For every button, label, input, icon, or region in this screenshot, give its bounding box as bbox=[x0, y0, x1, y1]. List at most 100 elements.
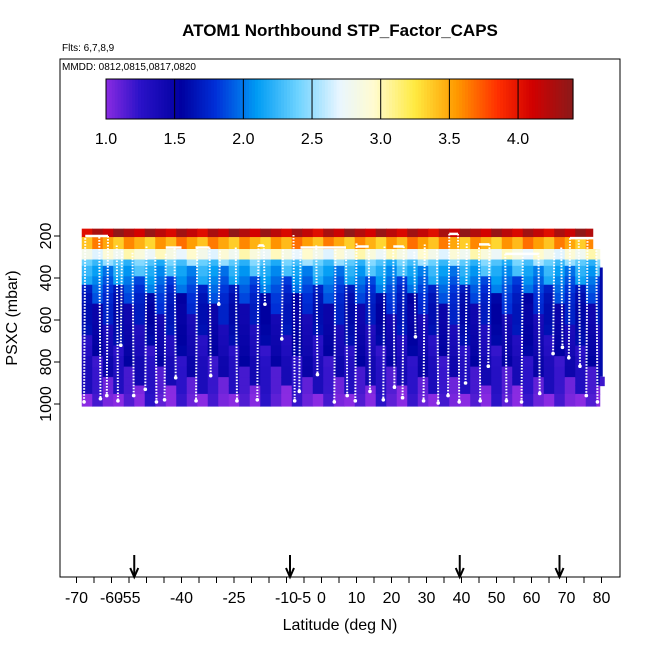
heatmap-cell bbox=[81, 265, 93, 277]
heatmap-cell bbox=[323, 293, 335, 305]
profile-trace bbox=[487, 244, 491, 367]
heatmap-cell bbox=[113, 356, 125, 368]
heatmap-cell bbox=[386, 259, 398, 267]
profile-trace bbox=[382, 246, 386, 400]
heatmap-cell bbox=[459, 284, 471, 294]
heatmap-cell bbox=[186, 393, 198, 407]
heatmap-cell bbox=[228, 377, 240, 387]
colorbar-swatch bbox=[502, 79, 507, 119]
colorbar-swatch bbox=[482, 79, 487, 119]
heatmap-cell bbox=[512, 385, 524, 395]
heatmap-cell bbox=[102, 314, 114, 326]
heatmap-cell bbox=[375, 393, 387, 407]
heatmap-cell bbox=[249, 237, 261, 250]
colorbar-swatch bbox=[473, 79, 478, 119]
heatmap-cell bbox=[449, 249, 461, 261]
heatmap-cell bbox=[396, 345, 408, 357]
heatmap-cell bbox=[585, 393, 597, 407]
heatmap-cell bbox=[249, 303, 261, 315]
colorbar-swatch bbox=[286, 79, 291, 119]
heatmap-cell bbox=[81, 385, 93, 395]
heatmap-cell bbox=[585, 356, 597, 368]
heatmap-cell bbox=[281, 393, 293, 407]
heatmap-cell bbox=[165, 303, 177, 315]
heatmap-cell bbox=[228, 393, 240, 407]
heatmap-cell bbox=[218, 314, 230, 326]
y-tick-label: 400 bbox=[38, 265, 55, 292]
heatmap-cell bbox=[92, 249, 104, 261]
x-tick-label: -70 bbox=[65, 590, 88, 607]
heatmap-cell bbox=[81, 237, 93, 250]
heatmap-cell bbox=[575, 393, 587, 407]
heatmap-cell bbox=[449, 314, 461, 326]
profile-trace bbox=[105, 235, 109, 396]
profile-trace bbox=[504, 253, 508, 401]
heatmap-cell bbox=[596, 259, 601, 267]
colorbar-swatch bbox=[108, 79, 113, 119]
colorbar-swatch bbox=[520, 79, 524, 119]
heatmap-cell bbox=[144, 249, 156, 261]
heatmap-cell bbox=[81, 293, 93, 305]
heatmap-cell bbox=[564, 393, 576, 407]
colorbar-swatch bbox=[339, 79, 344, 119]
heatmap-cell bbox=[249, 377, 261, 387]
heatmap-cell bbox=[239, 324, 251, 336]
x-axis: -70 -60-55 -40 -25 -10-5 0 10 20 30 40 50 60 70 80 bbox=[65, 577, 611, 607]
heatmap-cell bbox=[281, 228, 293, 238]
profile-bottom-marker bbox=[297, 389, 302, 394]
heatmap-cell bbox=[197, 366, 209, 378]
heatmap-edge-column bbox=[599, 376, 605, 387]
heatmap-cell bbox=[239, 249, 251, 261]
heatmap-cell bbox=[501, 324, 513, 336]
heatmap-cell bbox=[417, 345, 429, 357]
heatmap-cell bbox=[333, 356, 345, 368]
heatmap-cell bbox=[260, 356, 272, 368]
profile-bottom-marker bbox=[217, 302, 221, 307]
heatmap-cell bbox=[155, 366, 167, 378]
heatmap-cell bbox=[81, 259, 93, 267]
heatmap-cell bbox=[249, 324, 261, 336]
heatmap-cell bbox=[522, 356, 534, 368]
heatmap-cell bbox=[543, 303, 555, 315]
heatmap-cell bbox=[564, 377, 576, 387]
heatmap-cell bbox=[197, 385, 209, 395]
heatmap-cell bbox=[207, 366, 219, 378]
heatmap-cell bbox=[260, 345, 272, 357]
profile-bottom-marker bbox=[353, 399, 358, 403]
heatmap-cell bbox=[375, 249, 387, 261]
colorbar-swatch bbox=[190, 79, 195, 119]
colorbar-swatch bbox=[146, 79, 151, 119]
heatmap-cell bbox=[575, 259, 587, 267]
colorbar-swatch bbox=[295, 79, 300, 119]
colorbar-swatch bbox=[298, 79, 303, 119]
heatmap-cell bbox=[459, 324, 471, 336]
heatmap-cell bbox=[155, 249, 167, 261]
plot-frame bbox=[59, 58, 621, 578]
heatmap-cell bbox=[92, 303, 104, 315]
heatmap-cell bbox=[354, 249, 366, 261]
profile-bottom-marker bbox=[119, 343, 123, 348]
colorbar-swatch bbox=[555, 79, 560, 119]
heatmap-cell bbox=[197, 276, 209, 286]
heatmap-cell bbox=[176, 366, 188, 378]
heatmap-cell bbox=[512, 276, 524, 286]
heatmap-cell bbox=[438, 324, 450, 336]
heatmap-cell bbox=[344, 393, 356, 407]
heatmap-cell bbox=[554, 345, 566, 357]
heatmap-cell bbox=[491, 228, 503, 238]
heatmap-cell bbox=[449, 265, 461, 277]
heatmap-cell bbox=[512, 314, 524, 326]
colorbar-swatch bbox=[377, 79, 381, 119]
heatmap-cell bbox=[480, 314, 492, 326]
heatmap-cell bbox=[512, 345, 524, 357]
heatmap-cell bbox=[218, 284, 230, 294]
colorbar-swatch bbox=[465, 79, 469, 119]
heatmap-cell bbox=[144, 335, 156, 347]
heatmap-cell bbox=[281, 293, 293, 305]
colorbar-swatch bbox=[351, 79, 355, 119]
heatmap-cell bbox=[197, 284, 209, 294]
heatmap-cell bbox=[197, 377, 209, 387]
heatmap-cell bbox=[365, 345, 377, 357]
heatmap-cell bbox=[396, 265, 408, 277]
colorbar-swatch bbox=[400, 79, 405, 119]
